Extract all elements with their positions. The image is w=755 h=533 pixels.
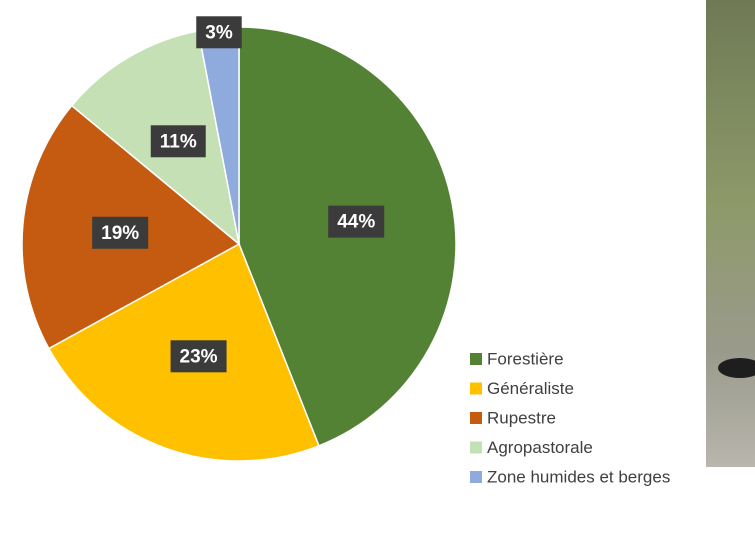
value-label: 3% (205, 22, 233, 43)
legend-swatch (470, 471, 482, 483)
legend-swatch (470, 353, 482, 365)
value-label: 19% (101, 223, 139, 244)
page: 44% 23% 19% 11% 3% Forestière Généraliste Rupes… (0, 0, 755, 533)
legend-label: Forestière (487, 349, 564, 368)
value-label: 11% (160, 131, 197, 152)
chart: 44% 23% 19% 11% 3% Forestière Généraliste Rupes… (0, 0, 755, 533)
legend-label: Rupestre (487, 408, 556, 427)
legend-swatch (470, 412, 482, 424)
legend-label: Agropastorale (487, 438, 593, 457)
value-label: 44% (337, 212, 375, 233)
legend-label: Zone humides et berges (487, 467, 670, 486)
legend-swatch (470, 442, 482, 454)
legend-swatch (470, 383, 482, 395)
value-label: 23% (180, 346, 218, 367)
legend-label: Généraliste (487, 379, 574, 398)
photo (706, 0, 755, 467)
